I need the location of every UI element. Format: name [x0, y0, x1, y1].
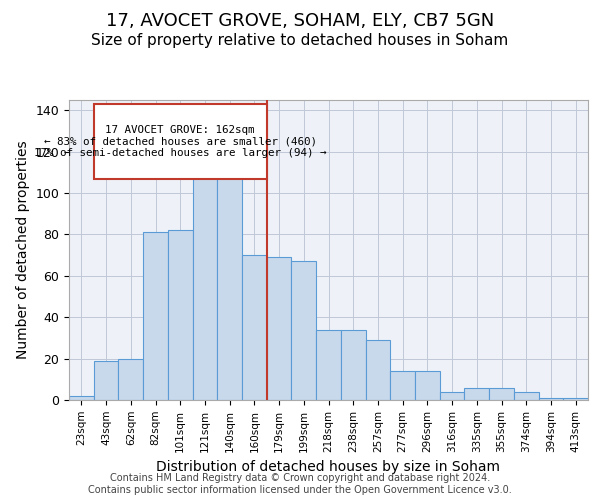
Bar — [440, 392, 464, 400]
Bar — [365, 340, 390, 400]
FancyBboxPatch shape — [94, 104, 267, 178]
Bar — [341, 330, 365, 400]
Text: Contains HM Land Registry data © Crown copyright and database right 2024.
Contai: Contains HM Land Registry data © Crown c… — [88, 474, 512, 495]
Bar — [94, 360, 118, 400]
Bar — [267, 257, 292, 400]
Bar — [514, 392, 539, 400]
Bar — [563, 398, 588, 400]
Bar — [464, 388, 489, 400]
Text: Size of property relative to detached houses in Soham: Size of property relative to detached ho… — [91, 32, 509, 48]
Bar — [69, 396, 94, 400]
Bar — [489, 388, 514, 400]
Text: 17, AVOCET GROVE, SOHAM, ELY, CB7 5GN: 17, AVOCET GROVE, SOHAM, ELY, CB7 5GN — [106, 12, 494, 30]
Text: 17 AVOCET GROVE: 162sqm
← 83% of detached houses are smaller (460)
17% of semi-d: 17 AVOCET GROVE: 162sqm ← 83% of detache… — [34, 125, 326, 158]
Bar — [539, 398, 563, 400]
Bar — [193, 170, 217, 400]
Bar — [143, 232, 168, 400]
Bar — [217, 166, 242, 400]
Bar — [292, 262, 316, 400]
Bar — [242, 255, 267, 400]
X-axis label: Distribution of detached houses by size in Soham: Distribution of detached houses by size … — [157, 460, 500, 474]
Bar — [316, 330, 341, 400]
Bar — [168, 230, 193, 400]
Y-axis label: Number of detached properties: Number of detached properties — [16, 140, 30, 360]
Bar — [415, 371, 440, 400]
Bar — [118, 358, 143, 400]
Bar — [390, 371, 415, 400]
